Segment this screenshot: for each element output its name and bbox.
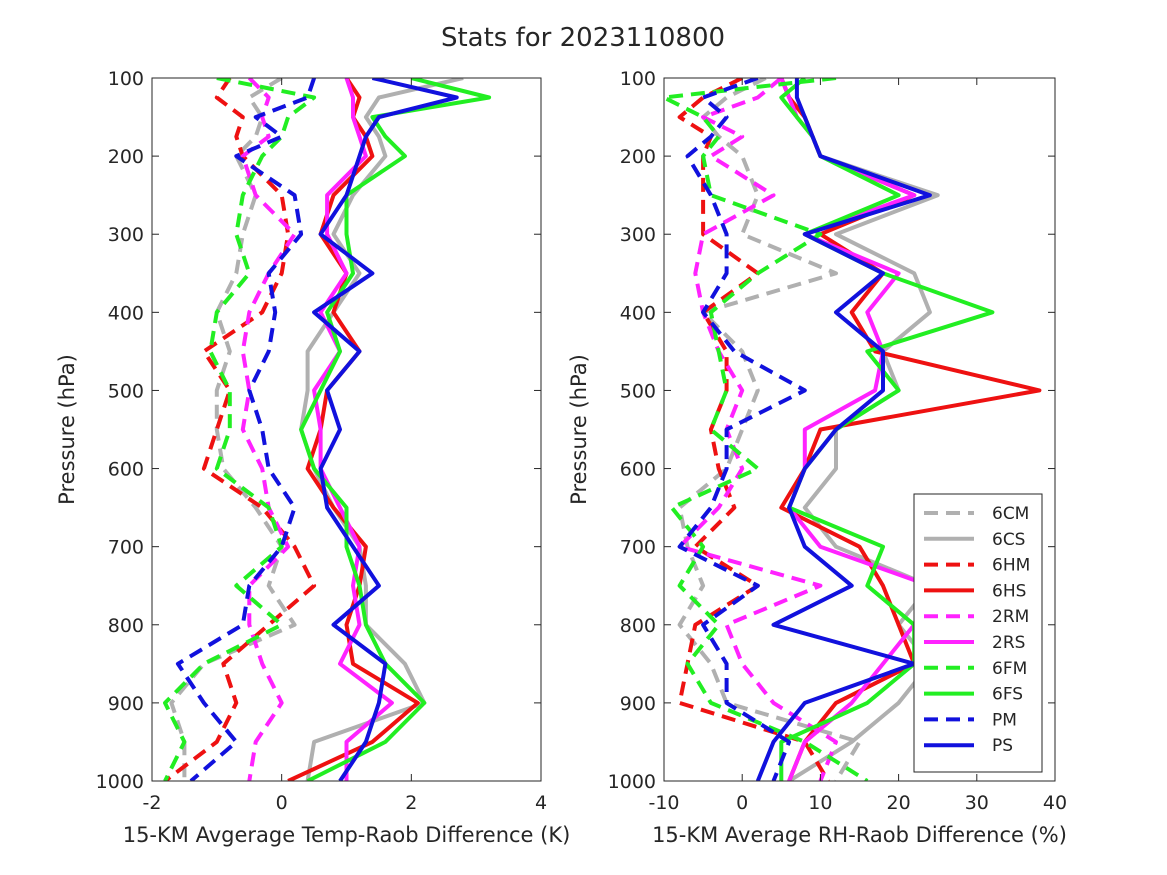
temp-ytick-label: 300 xyxy=(108,224,144,246)
legend-label-ps: PS xyxy=(992,736,1013,756)
temp-xtick-label: 0 xyxy=(276,792,288,814)
rh-series-6fm xyxy=(664,78,869,781)
temp-ytick-label: 200 xyxy=(108,146,144,168)
temp-series-2rm xyxy=(240,78,297,781)
rh-series-ps xyxy=(755,78,932,781)
rh-xtick-label: 40 xyxy=(1043,792,1067,814)
temp-xtick-label: 4 xyxy=(535,792,547,814)
rh-ytick-label: 800 xyxy=(620,615,656,637)
temp-xtick-label: 2 xyxy=(405,792,417,814)
rh-xtick-label: 20 xyxy=(887,792,911,814)
legend-label-6cm: 6CM xyxy=(992,504,1029,524)
temp-series-6hm xyxy=(163,78,317,781)
rh-series-6cm xyxy=(677,78,862,781)
rh-ytick-label: 1000 xyxy=(608,771,656,793)
temp-ytick-label: 600 xyxy=(108,459,144,481)
rh-ytick-label: 900 xyxy=(620,693,656,715)
rh-ytick-label: 700 xyxy=(620,537,656,559)
temp-series-ps xyxy=(312,78,459,781)
rh-ytick-label: 100 xyxy=(620,68,656,90)
rh-series-pm xyxy=(677,78,807,781)
rh-series-6hm xyxy=(677,78,830,781)
legend-label-6cs: 6CS xyxy=(992,530,1025,550)
temp-series-6fm xyxy=(163,78,317,781)
legend-label-6fs: 6FS xyxy=(992,685,1023,705)
rh-series-2rm xyxy=(677,78,838,781)
temp-ytick-label: 800 xyxy=(108,615,144,637)
temp-series-6fs xyxy=(299,78,492,781)
temp-y-axis-label: Pressure (hPa) xyxy=(55,354,79,505)
rh-xtick-label: 0 xyxy=(736,792,748,814)
temp-x-axis-label: 15-KM Avgerage Temp-Raob Difference (K) xyxy=(123,823,571,847)
rh-series-group xyxy=(664,78,1042,781)
rh-difference-panel: 100 200 300 400 500 600 700 800 900 1000-10 0 10 20 3… xyxy=(567,68,1067,847)
temp-series-6cs xyxy=(299,78,464,781)
rh-ytick-label: 400 xyxy=(620,302,656,324)
legend-label-6fm: 6FM xyxy=(992,659,1027,679)
legend-label-6hs: 6HS xyxy=(992,581,1026,601)
rh-ytick-label: 200 xyxy=(620,146,656,168)
temp-difference-panel: 100 200 300 400 500 600 700 800 900 1000-2 0 2 4 15-K… xyxy=(55,68,570,847)
legend-label-2rs: 2RS xyxy=(992,633,1025,653)
temp-series-group xyxy=(163,78,492,781)
temp-ytick-label: 700 xyxy=(108,537,144,559)
rh-ytick-label: 300 xyxy=(620,224,656,246)
legend-label-pm: PM xyxy=(992,710,1017,730)
legend: 6CM 6CS 6HM 6HS 2RM 2RS 6FM 6FS PM PS xyxy=(913,493,1043,773)
rh-ytick-label: 500 xyxy=(620,380,656,402)
temp-ytick-label: 400 xyxy=(108,302,144,324)
rh-axes-box xyxy=(663,77,1056,782)
figure-title: Stats for 2023110800 xyxy=(441,23,725,53)
rh-ytick-label: 600 xyxy=(620,459,656,481)
rh-y-axis-label: Pressure (hPa) xyxy=(567,354,591,505)
temp-ytick-label: 500 xyxy=(108,380,144,402)
temp-ytick-label: 100 xyxy=(108,68,144,90)
rh-xtick-label: -10 xyxy=(648,792,679,814)
rh-xtick-label: 10 xyxy=(808,792,832,814)
temp-ytick-label: 1000 xyxy=(96,771,144,793)
legend-label-6hm: 6HM xyxy=(992,556,1030,576)
temp-ytick-label: 900 xyxy=(108,693,144,715)
rh-xtick-label: 30 xyxy=(965,792,989,814)
temp-xtick-label: -2 xyxy=(143,792,162,814)
rh-x-axis-label: 15-KM Average RH-Raob Difference (%) xyxy=(652,823,1067,847)
temp-axes-box xyxy=(151,77,542,782)
legend-label-2rm: 2RM xyxy=(992,607,1029,627)
temp-series-pm xyxy=(175,78,316,781)
temp-series-2rs xyxy=(312,78,394,781)
